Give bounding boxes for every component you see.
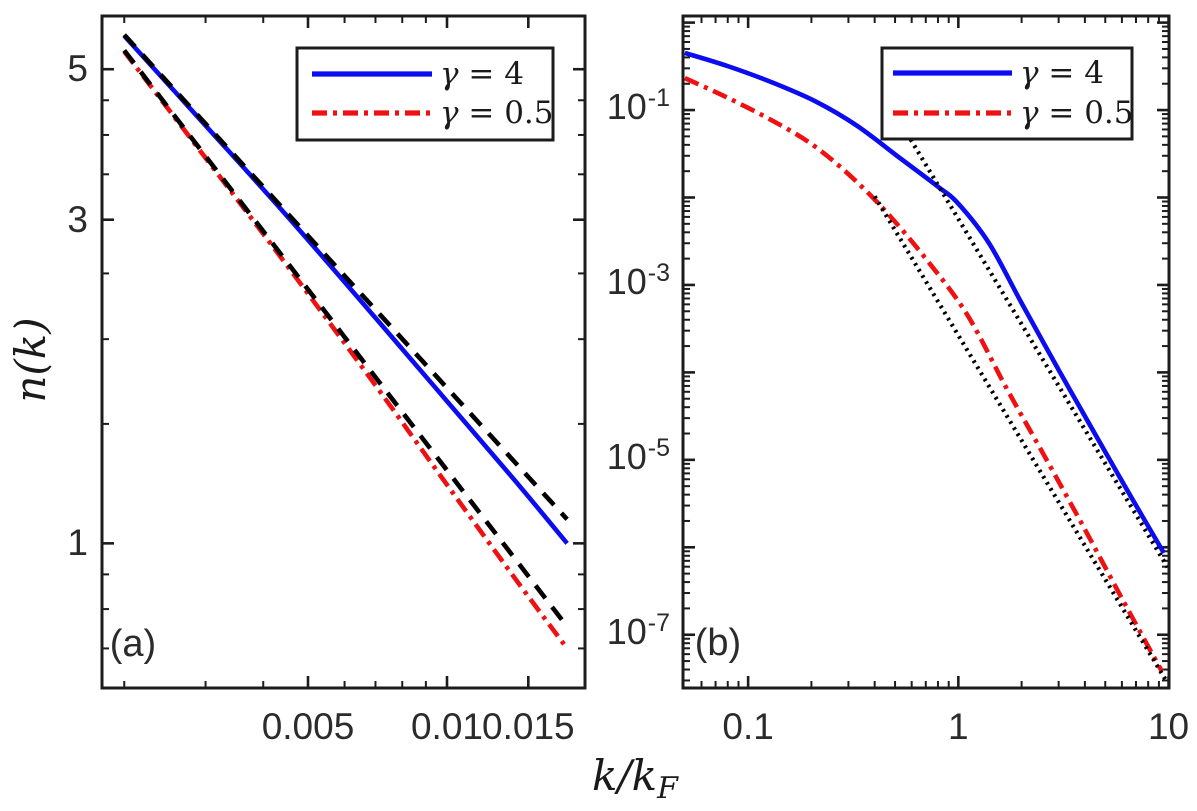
curve-n-k-gamma=0.5 [122, 50, 569, 650]
legend-entry-label: γ = 0.5 [440, 95, 554, 131]
panel-letter-b: (b) [694, 622, 742, 664]
y-tick-label: 3 [67, 198, 88, 240]
curve-small-k-asymptote-gamma=4 [122, 33, 569, 521]
curve-small-k-asymptote-gamma=0.5 [122, 48, 569, 628]
curve-n-k-gamma=4 [684, 50, 1166, 555]
axes-box-a [100, 14, 587, 690]
x-axis-label-subscript: F [657, 771, 678, 806]
y-tick-label: 10-7 [606, 608, 670, 652]
legend-entry-label: γ = 4 [1020, 55, 1104, 91]
legend-entry-label: γ = 0.5 [1020, 95, 1134, 131]
legend-box [295, 46, 555, 142]
x-tick-label: 1 [948, 706, 969, 747]
y-tick-label: 5 [67, 48, 88, 90]
legend-entry-label: γ = 4 [440, 56, 524, 92]
x-tick-label: 0.005 [261, 706, 355, 747]
legend-box [880, 46, 1134, 141]
x-tick-label: 0.015 [482, 706, 575, 747]
y-axis-label: n(k) [6, 317, 55, 403]
y-tick-label: 10-1 [606, 84, 670, 128]
panel-letter-a: (a) [109, 623, 157, 665]
curve-k-4-tail-asymptote-gamma=4 [905, 132, 1170, 569]
curve-n-k-gamma=0.5 [683, 76, 1164, 673]
x-axis-label-main: k/k [592, 751, 658, 800]
y-tick-label: 10-5 [606, 433, 670, 477]
x-tick-label: 0.1 [722, 706, 774, 747]
x-axis-label: k/kF [485, 753, 785, 811]
x-tick-label: 0.01 [410, 706, 483, 747]
axes-box-b [681, 14, 1171, 690]
x-tick-label: 10 [1147, 706, 1190, 747]
y-tick-label: 1 [67, 522, 88, 564]
curve-k-4-tail-asymptote-gamma=0.5 [872, 195, 1170, 685]
y-tick-label: 10-3 [606, 258, 670, 302]
